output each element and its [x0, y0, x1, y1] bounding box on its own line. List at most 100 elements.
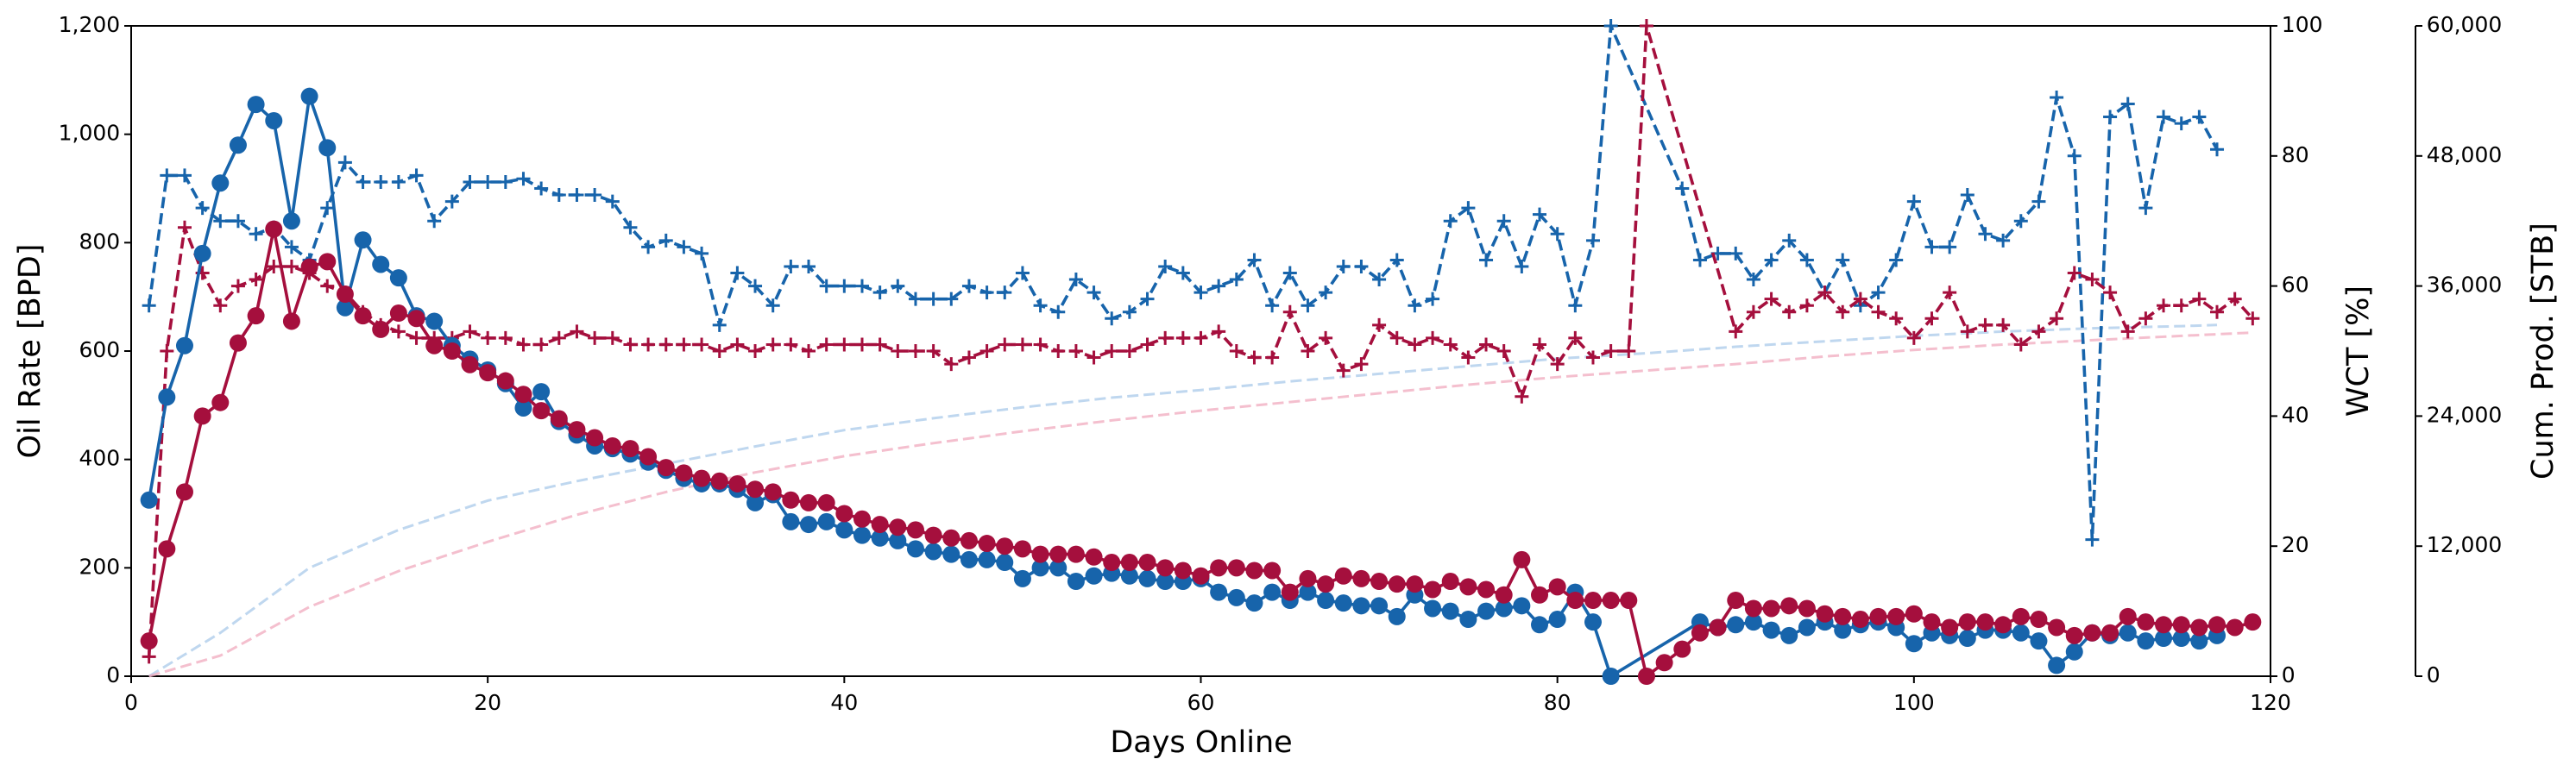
oil-rate-point [1513, 597, 1531, 615]
oil-rate-point [318, 139, 337, 157]
wct-point [2067, 266, 2082, 280]
oil-rate-point [2030, 632, 2048, 650]
wct-point [2157, 298, 2171, 313]
y2-tick-label: 100 [2282, 12, 2323, 37]
wct-point [1906, 330, 1921, 345]
wct-point [2157, 110, 2171, 124]
wct-point [1960, 324, 1975, 339]
oil-rate-point [960, 550, 978, 568]
oil-rate-point [1727, 592, 1745, 610]
wct-point [570, 324, 584, 339]
y2-tick-label: 80 [2282, 142, 2309, 167]
wct-point [2031, 324, 2046, 339]
oil-rate-point [1584, 592, 1602, 610]
wct-point [784, 259, 798, 273]
oil-rate-point [407, 310, 425, 328]
wct-point [1068, 344, 1083, 358]
wct-point [1996, 233, 2011, 248]
wct-point [2085, 273, 2100, 287]
wct-point [872, 285, 887, 300]
x-tick-label: 120 [2250, 690, 2291, 715]
wct-point [765, 298, 780, 313]
wct-point [641, 240, 656, 254]
wct-point [444, 194, 459, 209]
oil-rate-point [1584, 613, 1602, 631]
x-tick-label: 100 [1893, 690, 1935, 715]
wct-point [160, 168, 174, 183]
oil-rate-point [282, 212, 300, 230]
oil-rate-point [924, 543, 942, 561]
wct-point [463, 174, 477, 189]
wct-point [1871, 285, 1886, 300]
oil-rate-point [2048, 618, 2066, 637]
oil-rate-point [1941, 618, 1959, 637]
oil-rate-point [978, 550, 996, 568]
wct-point [534, 181, 549, 196]
oil-rate-point [2244, 613, 2262, 631]
oil-rate-point [1013, 569, 1031, 587]
oil-rate-point [1388, 607, 1406, 625]
oil-rate-point [140, 632, 158, 650]
wct-point [2210, 304, 2225, 319]
wct-point [998, 337, 1012, 352]
oil-rate-point [282, 312, 300, 330]
wct-point [1479, 337, 1494, 352]
wct-point [1051, 304, 1066, 319]
wct-point [1568, 330, 1583, 345]
x-tick-label: 60 [1187, 690, 1215, 715]
oil-rate-point [1370, 597, 1389, 615]
oil-rate-point [1923, 613, 1941, 631]
oil-rate-point [425, 336, 444, 354]
wct-point [1247, 253, 1262, 267]
oil-rate-point [871, 516, 889, 534]
oil-rate-point [2030, 611, 2048, 629]
wct-point [516, 172, 531, 186]
wct-point [1122, 344, 1137, 358]
oil-rate-point [1548, 611, 1566, 629]
oil-rate-point [2137, 613, 2155, 631]
wct-point [1729, 324, 1743, 339]
wct-point [1515, 389, 1529, 404]
oil-rate-point [1744, 599, 1762, 618]
wct-point [1033, 298, 1048, 313]
oil-rate-point [211, 393, 230, 411]
x-tick-label: 0 [124, 690, 138, 715]
y2-tick-label: 20 [2282, 532, 2309, 557]
wct-point [1585, 350, 1600, 365]
oil-rate-point [693, 469, 711, 487]
wct-point [1479, 253, 1494, 267]
oil-rate-point [1370, 573, 1389, 591]
oil-rate-point [800, 516, 818, 534]
oil-rate-point [1513, 550, 1531, 568]
oil-rate-point [1334, 594, 1352, 612]
wct-point [1194, 330, 1208, 345]
wct-point [1603, 19, 1618, 33]
x-tick-label: 40 [830, 690, 858, 715]
y3-tick-label: 24,000 [2427, 402, 2502, 427]
oil-rate-point [906, 540, 924, 558]
oil-rate-point [568, 421, 586, 439]
y-tick-label: 1,200 [59, 12, 121, 37]
oil-rate-point [211, 174, 230, 192]
wct-point [1675, 181, 1690, 196]
oil-rate-point [1120, 567, 1138, 585]
wct-point [1585, 233, 1600, 248]
wct-point [872, 337, 887, 352]
wct-point [2120, 97, 2135, 111]
oil-rate-point [657, 459, 675, 477]
oil-rate-point [1334, 567, 1352, 585]
oil-rate-point [2190, 618, 2208, 637]
oil-rate-point [1905, 635, 1923, 653]
oil-rate-point [1388, 575, 1406, 593]
wct-point [1924, 240, 1939, 254]
oil-rate-point [2065, 626, 2083, 644]
oil-rate-point [1459, 611, 1477, 629]
wct-line [147, 24, 2219, 542]
oil-rate-point [461, 355, 479, 373]
wct-point [908, 344, 923, 358]
wct-point [551, 188, 566, 203]
oil-rate-point [389, 304, 407, 323]
x-tick-label: 20 [474, 690, 501, 715]
oil-rate-point [889, 531, 907, 549]
oil-rate-point [782, 512, 800, 530]
